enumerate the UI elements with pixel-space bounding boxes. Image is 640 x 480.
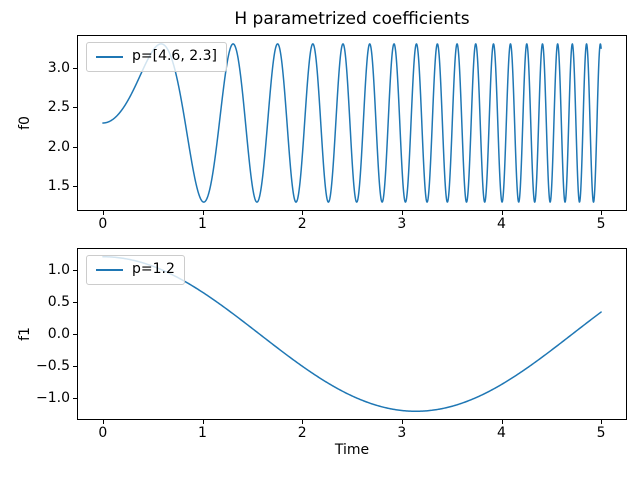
y-axis-label-f0: f0 — [17, 116, 33, 130]
x-tick-label: 5 — [596, 425, 606, 441]
y-tick-mark — [73, 146, 77, 148]
legend-line-sample — [96, 268, 123, 271]
y-tick-label: −1.0 — [36, 390, 70, 407]
f1-plot-area — [102, 255, 602, 413]
y-tick-mark — [73, 334, 77, 335]
x-tick-label: 2 — [297, 425, 307, 441]
x-tick-mark — [202, 420, 204, 424]
legend-f1: p=1.2 — [86, 255, 185, 285]
x-tick-mark — [401, 211, 403, 215]
subplot-f1-axes: p=1.2 0 1 2 3 4 5 −1.0 −0.5 0.0 0.5 1.0 — [36, 248, 627, 440]
chart-title: H parametrized coefficients — [234, 9, 470, 29]
f1-series-line — [102, 255, 602, 413]
legend-label: p=1.2 — [132, 261, 175, 277]
y-tick-mark — [73, 301, 77, 303]
y-tick-mark — [73, 269, 77, 271]
x-tick-label: 1 — [198, 425, 207, 441]
x-tick-mark — [501, 211, 503, 215]
x-tick-mark — [601, 420, 603, 424]
subplot-f0-axes: p=[4.6, 2.3] 0 1 2 3 4 5 1.5 2.0 2.5 3.0 — [48, 35, 627, 231]
y-tick-mark — [73, 366, 77, 368]
x-tick-mark — [202, 211, 204, 215]
y-tick-label: 2.5 — [47, 99, 70, 116]
x-tick-label: 3 — [397, 425, 407, 441]
x-tick-label: 4 — [497, 216, 506, 232]
x-tick-mark — [102, 420, 104, 424]
x-tick-mark — [302, 211, 304, 215]
x-tick-mark — [102, 211, 104, 215]
x-tick-label: 0 — [98, 425, 108, 441]
y-tick-mark — [73, 67, 77, 69]
y-axis-label-f1: f1 — [17, 327, 33, 341]
y-tick-mark — [73, 107, 77, 109]
legend-label: p=[4.6, 2.3] — [132, 48, 217, 64]
x-tick-label: 1 — [198, 216, 207, 232]
y-tick-label: 0.0 — [47, 326, 70, 342]
x-tick-label: 4 — [497, 425, 506, 441]
f0-series-line — [102, 43, 602, 203]
y-tick-label: 2.0 — [47, 138, 70, 155]
x-tick-label: 0 — [98, 216, 108, 232]
x-tick-mark — [401, 420, 403, 424]
y-tick-label: 3.0 — [47, 59, 70, 76]
y-tick-label: 1.5 — [47, 178, 70, 195]
x-tick-mark — [501, 420, 503, 424]
y-tick-label: 0.5 — [47, 293, 70, 310]
y-tick-label: −0.5 — [36, 358, 70, 375]
y-tick-mark — [73, 186, 77, 188]
y-tick-label: 1.0 — [47, 261, 70, 278]
f0-plot-area — [102, 43, 602, 203]
x-tick-mark — [302, 420, 304, 424]
x-tick-label: 2 — [297, 216, 307, 232]
x-tick-label: 3 — [397, 216, 407, 232]
legend-f0: p=[4.6, 2.3] — [86, 42, 227, 72]
x-axis-label-time: Time — [334, 442, 370, 458]
y-tick-mark — [73, 398, 77, 400]
x-tick-label: 5 — [596, 216, 606, 232]
legend-line-sample — [96, 55, 123, 58]
x-tick-mark — [601, 211, 603, 215]
